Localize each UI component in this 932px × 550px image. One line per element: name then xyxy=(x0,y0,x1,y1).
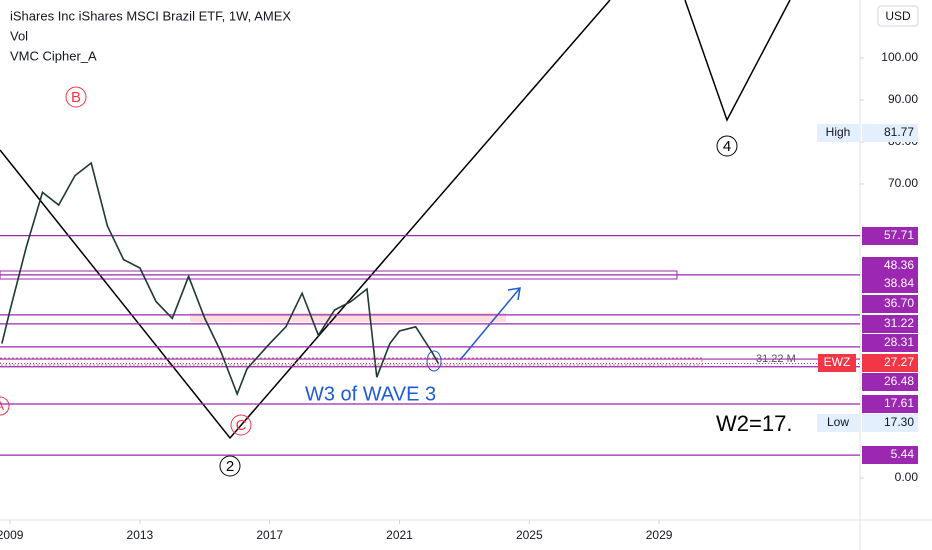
level-label: 48.36 xyxy=(884,258,914,272)
level-label: 26.48 xyxy=(884,374,914,388)
price-line xyxy=(1,161,440,397)
level-label-box xyxy=(862,295,918,313)
last-value: 27.27 xyxy=(884,355,914,369)
level-label-box xyxy=(862,275,918,293)
low-name: Low xyxy=(827,415,849,429)
high-name-box xyxy=(817,124,860,142)
level-label-box xyxy=(862,446,918,464)
low-value: 17.30 xyxy=(884,415,914,429)
zone xyxy=(190,313,506,322)
level-label: 38.84 xyxy=(884,276,914,290)
indicator-label: VMC Cipher_A xyxy=(10,48,97,63)
arrow-head xyxy=(507,287,521,301)
level-label: 57.71 xyxy=(884,228,914,242)
wave-circle xyxy=(230,414,252,436)
level-label: 5.44 xyxy=(891,447,915,461)
annotation: W2=17. xyxy=(716,411,792,436)
wave-circle xyxy=(65,86,87,108)
x-tick-label: 2017 xyxy=(256,528,283,542)
x-tick-label: 2021 xyxy=(386,528,413,542)
level-label: 28.31 xyxy=(884,335,914,349)
marker-ellipse xyxy=(426,350,442,372)
indicator-label: Vol xyxy=(10,28,28,43)
y-tick-label: 70.00 xyxy=(888,176,918,190)
y-tick-label: 0.00 xyxy=(895,470,919,484)
level-label-box xyxy=(862,373,918,391)
wave-label: 2 xyxy=(226,458,234,475)
wave-line xyxy=(0,0,611,440)
x-tick-label: 2025 xyxy=(516,528,543,542)
last-name-box xyxy=(818,354,856,372)
x-tick-label: 2009 xyxy=(0,528,24,542)
last-name: EWZ xyxy=(824,355,851,369)
chart-title: iShares Inc iShares MSCI Brazil ETF, 1W,… xyxy=(10,8,291,23)
wave-line xyxy=(684,0,791,122)
level-label: 17.61 xyxy=(884,396,914,410)
x-tick-label: 2029 xyxy=(646,528,673,542)
wave-circle xyxy=(716,135,738,157)
wave-label: 4 xyxy=(723,138,731,155)
wave-label: A xyxy=(0,399,4,413)
high-value-box xyxy=(862,124,918,142)
low-value-box xyxy=(862,414,918,432)
level-label: 31.22 xyxy=(884,316,914,330)
currency[interactable]: USD xyxy=(885,9,911,23)
x-tick-label: 2013 xyxy=(127,528,154,542)
level-label-box xyxy=(862,227,918,245)
last-value-box xyxy=(862,354,918,372)
level-label-box xyxy=(862,257,918,275)
high-name: High xyxy=(826,125,851,139)
currency-box[interactable] xyxy=(877,5,919,27)
y-tick-label: 100.00 xyxy=(881,50,918,64)
wave-circle xyxy=(0,396,10,416)
wave-circle xyxy=(219,455,241,477)
level-label-box xyxy=(862,395,918,413)
level-label-box xyxy=(862,315,918,333)
level-label: 36.70 xyxy=(884,296,914,310)
wave-label: C xyxy=(236,417,247,434)
high-value: 81.77 xyxy=(884,125,914,139)
annotation: W3 of WAVE 3 xyxy=(305,383,436,405)
zone xyxy=(0,357,703,366)
level-label-box xyxy=(862,334,918,352)
low-name-box xyxy=(817,414,860,432)
y-tick-label: 90.00 xyxy=(888,92,918,106)
wave-label: B xyxy=(71,89,81,106)
